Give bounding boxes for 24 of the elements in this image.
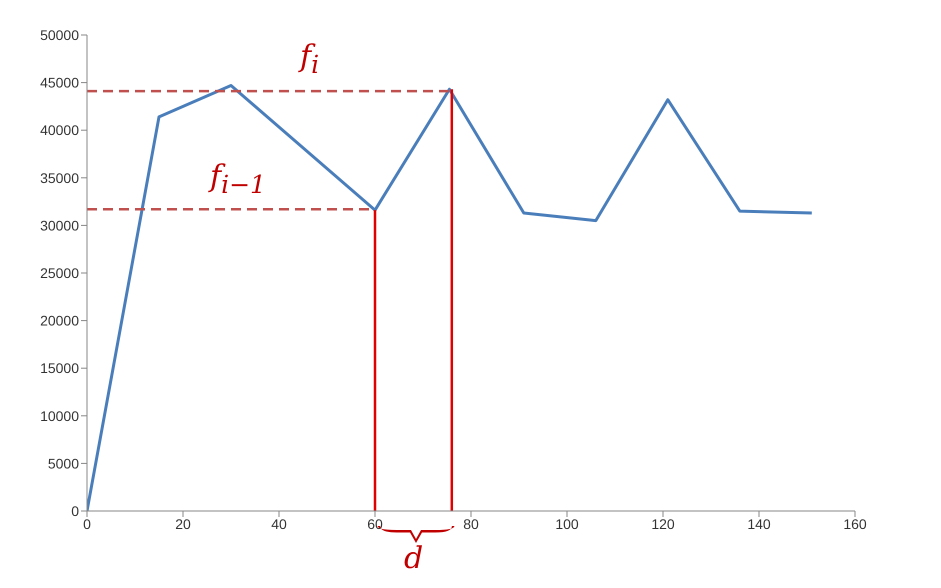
y-tick-label: 30000 xyxy=(40,217,80,234)
x-tick-label: 120 xyxy=(651,516,675,532)
x-tick-label: 160 xyxy=(843,516,867,532)
x-tick-label: 40 xyxy=(271,516,287,532)
y-tick-label: 45000 xyxy=(40,74,80,91)
text: d xyxy=(404,541,424,576)
y-tick-label: 0 xyxy=(71,502,80,519)
line-series xyxy=(87,84,814,511)
y-tick-label: 50000 xyxy=(40,26,80,43)
y-tick-label: 35000 xyxy=(40,170,80,186)
x-tick-label: 60 xyxy=(367,516,383,532)
x-tick-label: 140 xyxy=(747,516,771,532)
y-tick-label: 40000 xyxy=(40,122,80,138)
x-tick-label: 0 xyxy=(83,516,92,532)
y-tick-label: 15000 xyxy=(40,360,80,376)
x-tick-label: 100 xyxy=(555,516,579,532)
y-tick-label: 25000 xyxy=(40,264,80,281)
y-tick-label: 20000 xyxy=(40,312,80,329)
x-tick-label: 80 xyxy=(463,516,479,532)
annotation: f$_{i}$ xyxy=(300,39,320,79)
y-tick-label: 5000 xyxy=(48,455,80,472)
y-tick-label: 10000 xyxy=(40,408,80,424)
x-tick-label: 20 xyxy=(175,516,191,532)
annotation: f$_{i−1}$ xyxy=(210,159,266,199)
